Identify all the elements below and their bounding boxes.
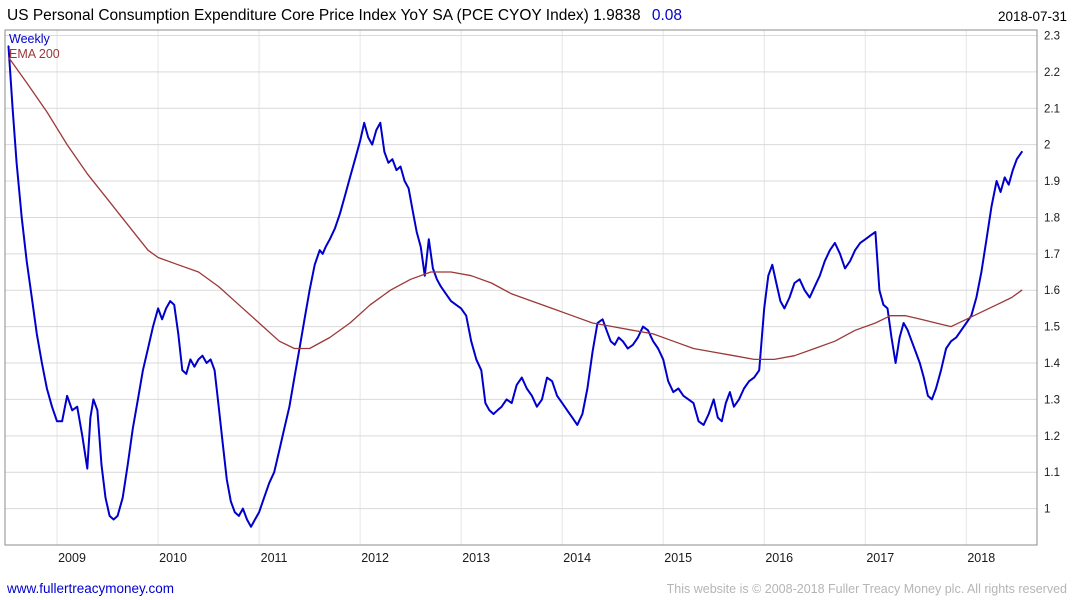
ema-200-line [7, 56, 1023, 361]
y-axis-label: 2.3 [1044, 30, 1060, 42]
plot-border [4, 29, 1038, 546]
x-axis-label: 2018 [967, 551, 995, 565]
x-axis-label: 2010 [159, 551, 187, 565]
x-axis-label: 2011 [261, 551, 288, 565]
y-axis-label: 1.1 [1044, 467, 1060, 479]
y-axis-label: 1 [1044, 504, 1050, 516]
weekly-line [7, 45, 1023, 528]
y-axis-label: 1.8 [1044, 212, 1060, 224]
x-axis-label: 2017 [866, 551, 894, 565]
legend-weekly-label: Weekly [9, 32, 50, 46]
x-axis-label: 2013 [462, 551, 490, 565]
price-chart: 2009 2010 2011 2012 2013 2014 2015 2016 2017 2018… [0, 28, 1075, 573]
y-axis-label: 1.9 [1044, 176, 1060, 188]
chart-title: US Personal Consumption Expenditure Core… [7, 7, 682, 25]
y-axis-label: 1.4 [1044, 358, 1061, 370]
chart-title-text: US Personal Consumption Expenditure Core… [7, 7, 641, 24]
page-footer: www.fullertreacymoney.com This website i… [0, 581, 1075, 596]
site-link[interactable]: www.fullertreacymoney.com [7, 581, 175, 596]
chart-header: US Personal Consumption Expenditure Core… [0, 0, 1075, 28]
y-axis-label: 1.6 [1044, 285, 1060, 297]
chart-canvas: 2009 2010 2011 2012 2013 2014 2015 2016 2017 2018… [4, 29, 1061, 565]
y-axis-label: 1.2 [1044, 431, 1060, 443]
y-axis-label: 1.7 [1044, 249, 1060, 261]
copyright-text: This website is © 2008-2018 Fuller Treac… [666, 581, 1067, 596]
x-axis-label: 2016 [765, 551, 793, 565]
y-axis-label: 2.1 [1044, 103, 1060, 115]
y-axis-label: 1.5 [1044, 322, 1060, 334]
change-value: 0.08 [651, 7, 683, 24]
chart-legend: Weekly EMA 200 [9, 32, 60, 62]
y-axis-label: 2 [1044, 140, 1050, 152]
chart-date: 2018-07-31 [997, 8, 1067, 24]
x-axis-label: 2015 [664, 551, 692, 565]
x-axis-label: 2012 [361, 551, 389, 565]
legend-ema-label: EMA 200 [9, 47, 60, 61]
y-axis-label: 2.2 [1044, 67, 1060, 79]
y-axis-label: 1.3 [1044, 394, 1060, 406]
x-axis-label: 2014 [563, 551, 591, 565]
x-axis-label: 2009 [58, 551, 86, 565]
